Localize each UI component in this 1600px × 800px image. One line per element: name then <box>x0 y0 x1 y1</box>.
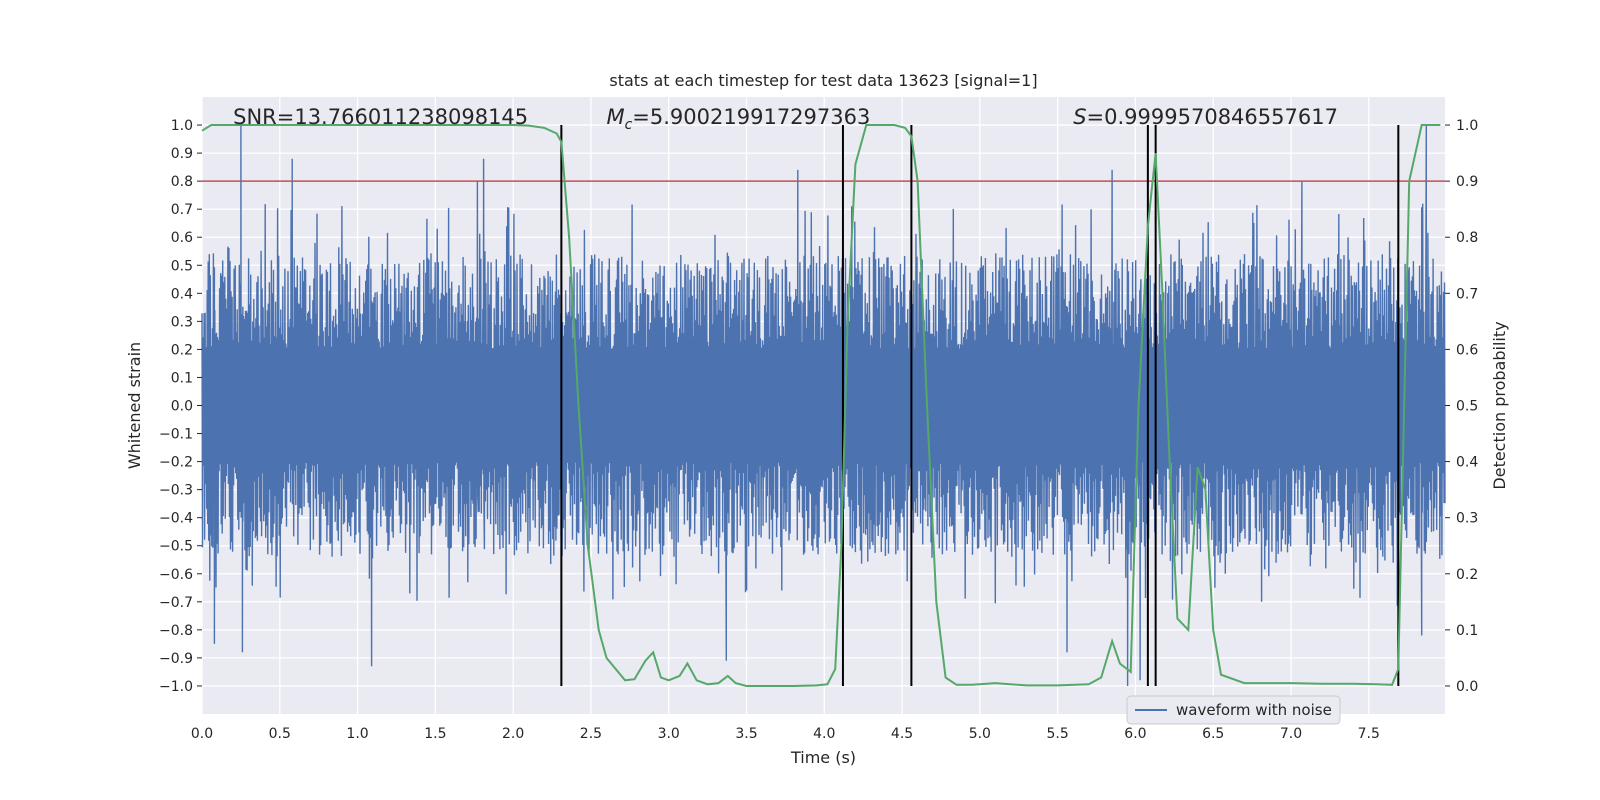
y-right-tick-label: 0.6 <box>1456 342 1478 358</box>
x-tick-label: 3.0 <box>658 726 680 742</box>
y-right-axis-ticks: 1.0 0.9 0.8 0.7 0.6 0.5 0.4 0.3 0.2 0.1 0.0 <box>1445 118 1478 695</box>
y-right-tick-label: 0.0 <box>1456 679 1478 695</box>
y-tick-label: 0.3 <box>171 314 193 330</box>
x-tick-label: 2.5 <box>580 726 602 742</box>
x-tick-label: 7.0 <box>1280 726 1302 742</box>
x-tick-label: 6.5 <box>1202 726 1224 742</box>
detection-probability-line <box>201 124 1441 687</box>
y-right-tick-label: 0.4 <box>1456 455 1478 471</box>
y-tick-label: −0.7 <box>159 595 193 611</box>
y-right-tick-label: 1.0 <box>1456 118 1478 134</box>
x-tick-label: 4.0 <box>813 726 835 742</box>
y-tick-label: 1.0 <box>171 118 193 134</box>
annotation-chirp-mass: Mc=5.900219917297363 <box>606 105 870 133</box>
annotation-chirp-mass-symbol: M <box>606 105 624 129</box>
y-tick-label: 0.9 <box>171 146 193 162</box>
annotation-significance-symbol: S <box>1073 105 1086 129</box>
y-tick-label: −0.9 <box>159 651 193 667</box>
x-tick-label: 3.5 <box>735 726 757 742</box>
y-right-tick-label: 0.3 <box>1456 511 1478 527</box>
y-tick-label: −0.4 <box>159 511 193 527</box>
x-tick-label: 0.0 <box>191 726 213 742</box>
x-tick-label: 2.0 <box>502 726 524 742</box>
annotation-chirp-mass-subscript: c <box>625 117 633 133</box>
x-tick-label: 5.5 <box>1046 726 1068 742</box>
waveform-dense-band <box>202 351 1445 460</box>
waveform-series <box>201 124 1446 687</box>
x-tick-label: 5.0 <box>969 726 991 742</box>
annotation-significance-value: =0.9999570846557617 <box>1087 105 1338 129</box>
legend-label-waveform: waveform with noise <box>1176 701 1332 719</box>
y-axis-label: Whitened strain <box>125 342 144 469</box>
y-right-tick-label: 0.9 <box>1456 174 1478 190</box>
y-tick-label: 0.8 <box>171 174 193 190</box>
y-axis-ticks: 1.0 0.9 0.8 0.7 0.6 0.5 0.4 0.3 0.2 0.1 0.0 −0.1 −0.… <box>159 118 202 695</box>
x-tick-label: 0.5 <box>269 726 291 742</box>
x-tick-label: 1.0 <box>346 726 368 742</box>
event-lines <box>560 125 1400 686</box>
y-right-tick-label: 0.1 <box>1456 623 1478 639</box>
y-tick-label: −0.5 <box>159 539 193 555</box>
y-tick-label: −0.2 <box>159 455 193 471</box>
y-right-tick-label: 0.7 <box>1456 286 1478 302</box>
y-tick-label: −0.8 <box>159 623 193 639</box>
x-tick-label: 1.5 <box>424 726 446 742</box>
y-tick-label: 0.6 <box>171 230 193 246</box>
legend: waveform with noise <box>1126 695 1341 725</box>
y-tick-label: 0.1 <box>171 370 193 386</box>
chart-title: stats at each timestep for test data 136… <box>609 71 1037 90</box>
y-tick-label: 0.4 <box>171 286 193 302</box>
y-tick-label: −1.0 <box>159 679 193 695</box>
y-tick-label: 0.0 <box>171 399 193 415</box>
y-right-tick-label: 0.2 <box>1456 567 1478 583</box>
y-right-tick-label: 0.8 <box>1456 230 1478 246</box>
y-tick-label: 0.5 <box>171 258 193 274</box>
x-axis-ticks: 0.0 0.5 1.0 1.5 2.0 2.5 3.0 3.5 4.0 4.5 5.0 5.5 6.0 6… <box>191 726 1380 742</box>
annotation-snr: SNR=13.766011238098145 <box>233 105 528 129</box>
legend-box <box>1126 695 1341 725</box>
x-axis-label: Time (s) <box>790 748 856 767</box>
y-tick-label: −0.1 <box>159 427 193 443</box>
y-tick-label: 0.7 <box>171 202 193 218</box>
x-tick-label: 7.5 <box>1358 726 1380 742</box>
y-right-axis-label: Detection probability <box>1490 321 1509 489</box>
x-tick-label: 6.0 <box>1124 726 1146 742</box>
y-tick-label: −0.6 <box>159 567 193 583</box>
annotation-significance: S=0.9999570846557617 <box>1073 105 1338 129</box>
annotation-chirp-mass-value: =5.900219917297363 <box>632 105 870 129</box>
x-tick-label: 4.5 <box>891 726 913 742</box>
y-tick-label: −0.3 <box>159 483 193 499</box>
y-right-tick-label: 0.5 <box>1456 399 1478 415</box>
y-tick-label: 0.2 <box>171 342 193 358</box>
